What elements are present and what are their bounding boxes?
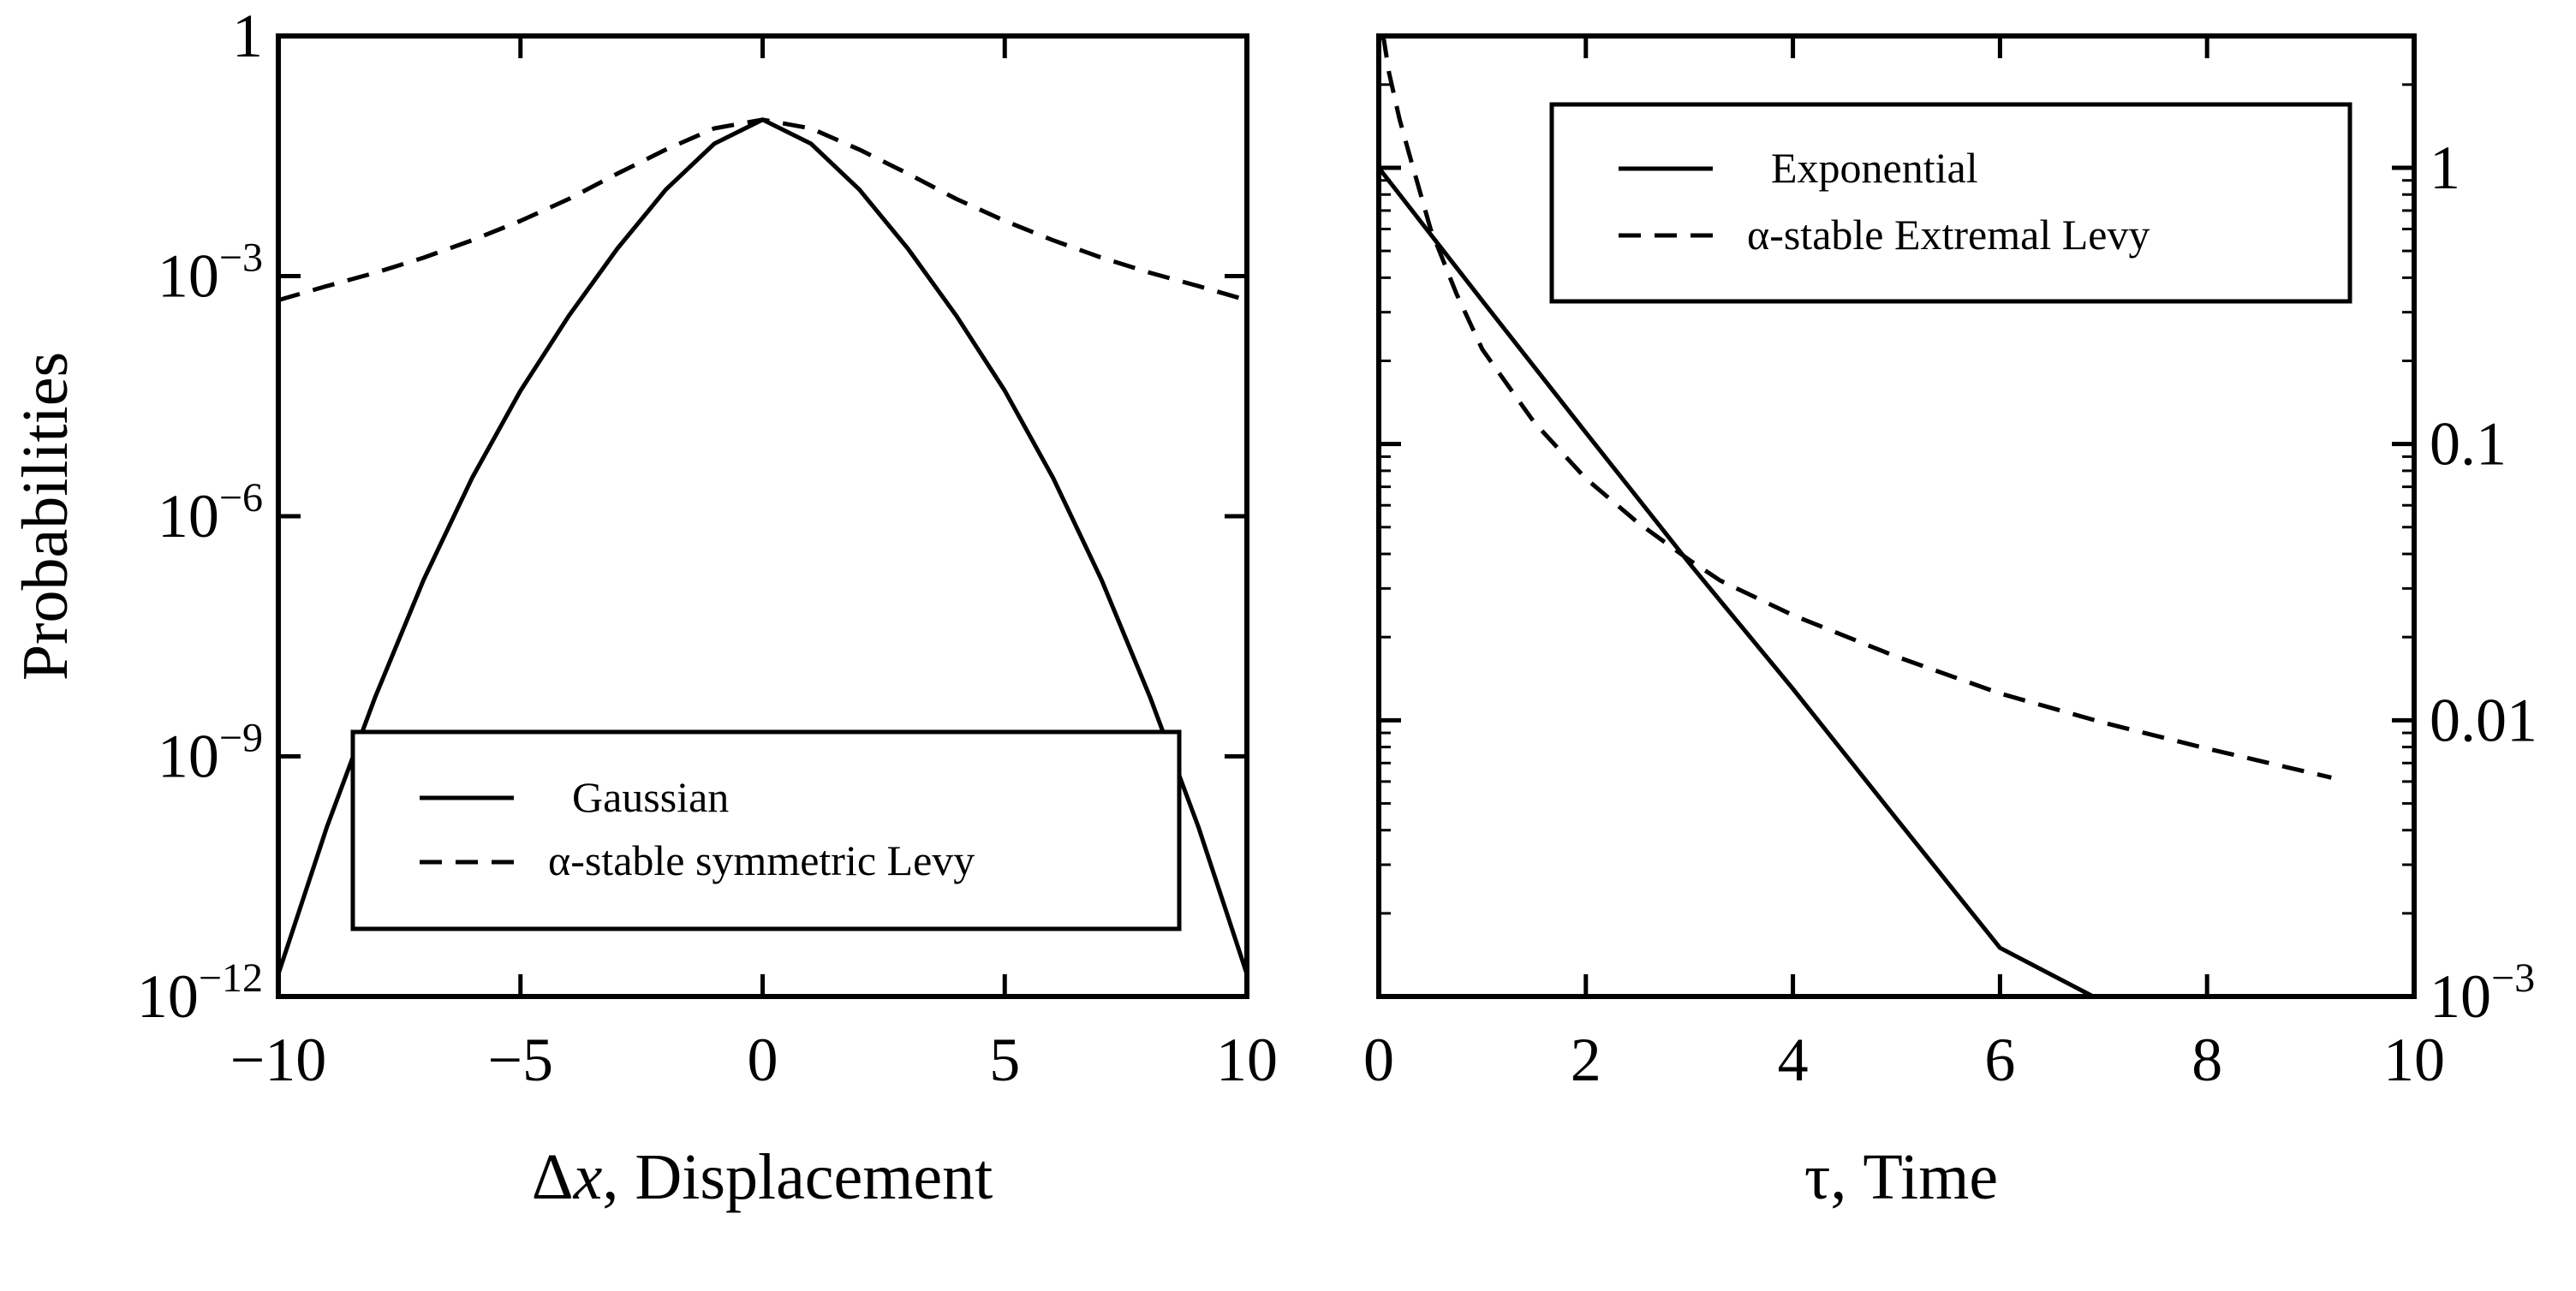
right-x-tick-label: 4 <box>1778 1026 1809 1094</box>
left-series-group <box>276 117 1249 975</box>
right-y-tick-label: 0.1 <box>2430 410 2507 479</box>
left-series-line-2 <box>277 117 1248 303</box>
left-legend: Gaussian α-stable symmetric Levy <box>350 729 1182 931</box>
left-x-tick-label: 0 <box>748 1026 778 1094</box>
left-y-tick-label: 1 <box>232 2 263 70</box>
right-x-tick-label: 8 <box>2191 1026 2222 1094</box>
left-x-tick-label: 5 <box>989 1026 1020 1094</box>
right-x-tick-label: 6 <box>1984 1026 2015 1094</box>
left-y-tick-label: 10−3 <box>158 235 263 311</box>
right-x-axis-title: τ, Time <box>1804 1141 1998 1213</box>
right-legend: Exponential α-stable Extremal Levy <box>1549 102 2352 304</box>
right-series-group <box>1377 34 2332 999</box>
right-x-tick-label: 2 <box>1571 1026 1601 1094</box>
left-panel: −10 −5 0 5 10 10−12 10−9 10−6 10−3 1 Gaussian α-s… <box>9 2 1278 1213</box>
left-ticks-group: −10 −5 0 5 10 10−12 10−9 10−6 10−3 1 <box>137 2 1278 1094</box>
left-y-tick-label: 10−12 <box>137 955 263 1031</box>
right-legend-box <box>1549 102 2352 304</box>
right-y-tick-label: 10−3 <box>2430 955 2535 1031</box>
left-legend-label-2: α-stable symmetric Levy <box>548 836 975 884</box>
left-y-tick-label: 10−9 <box>158 716 263 791</box>
right-legend-label-1: Exponential <box>1771 144 1978 192</box>
left-x-tick-label: 10 <box>1216 1026 1278 1094</box>
left-legend-label-1: Gaussian <box>572 773 729 821</box>
left-x-tick-label: −10 <box>230 1026 327 1094</box>
right-x-tick-label: 0 <box>1363 1026 1394 1094</box>
left-legend-box <box>350 729 1182 931</box>
right-series-line-2 <box>1380 34 2332 780</box>
right-x-tick-label: 10 <box>2383 1026 2445 1094</box>
right-y-tick-label: 1 <box>2430 134 2460 202</box>
right-series-line-1 <box>1377 166 2095 999</box>
left-x-axis-title: Δx, Displacement <box>532 1141 993 1213</box>
left-x-tick-label: −5 <box>487 1026 553 1094</box>
left-y-axis-title: Probabilities <box>9 352 81 681</box>
right-y-tick-label: 0.01 <box>2430 686 2537 754</box>
right-legend-label-2: α-stable Extremal Levy <box>1747 211 2150 259</box>
right-plot-frame <box>1376 33 2417 999</box>
left-y-tick-label: 10−6 <box>158 475 263 550</box>
